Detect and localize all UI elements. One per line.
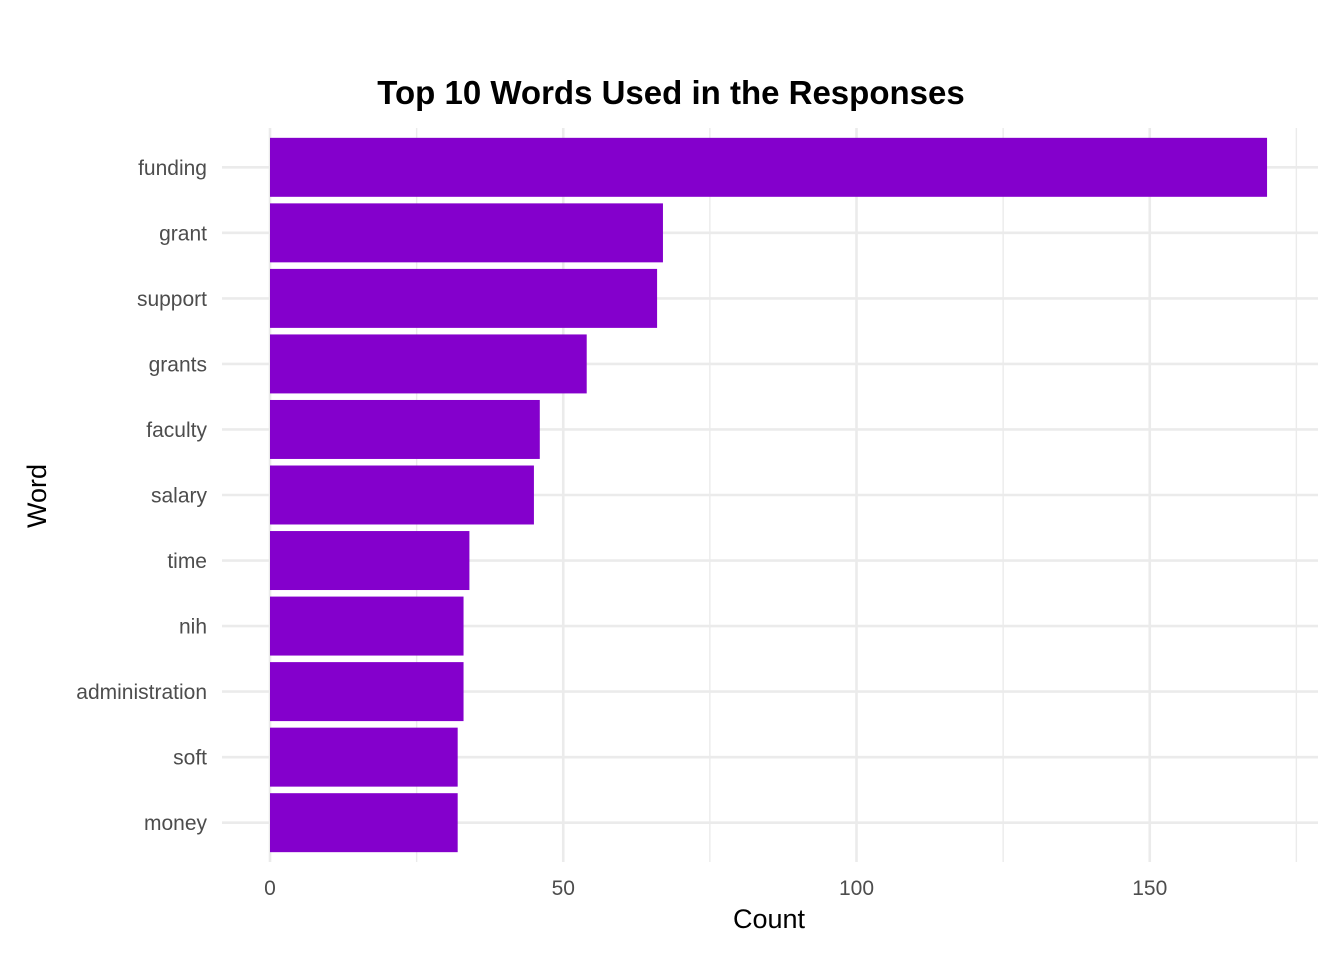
bar-grants <box>270 334 587 394</box>
bar-salary <box>270 465 534 525</box>
bar-administration <box>270 662 464 722</box>
bar-grant <box>270 203 663 263</box>
x-tick-label: 150 <box>1132 877 1167 900</box>
bar-faculty <box>270 399 540 459</box>
bar-money <box>270 793 458 853</box>
chart-title: Top 10 Words Used in the Responses <box>377 74 964 111</box>
y-tick-label-time: time <box>167 550 207 573</box>
bar-time <box>270 531 470 591</box>
y-tick-label-nih: nih <box>179 616 207 639</box>
y-tick-label-money: money <box>144 812 208 835</box>
bar-nih <box>270 596 464 656</box>
y-tick-label-grants: grants <box>149 353 207 376</box>
x-tick-label: 50 <box>552 877 575 900</box>
y-tick-label-grant: grant <box>159 222 207 245</box>
y-tick-label-administration: administration <box>76 681 207 704</box>
x-tick-label: 0 <box>264 877 276 900</box>
y-tick-label-funding: funding <box>138 157 207 180</box>
x-axis-title: Count <box>733 904 806 934</box>
x-tick-labels: 0 50 100 150 <box>264 877 1167 900</box>
x-tick-label: 100 <box>839 877 874 900</box>
y-tick-label-soft: soft <box>173 747 207 770</box>
bar-funding <box>270 137 1268 197</box>
bar-soft <box>270 727 458 787</box>
y-tick-label-faculty: faculty <box>146 419 207 442</box>
bar-support <box>270 268 658 328</box>
y-tick-labels: funding grant support grants faculty salary ti… <box>76 157 207 835</box>
bars-layer <box>270 137 1268 853</box>
y-axis-title: Word <box>22 464 52 528</box>
y-tick-label-salary: salary <box>151 485 208 508</box>
y-tick-label-support: support <box>137 288 207 311</box>
